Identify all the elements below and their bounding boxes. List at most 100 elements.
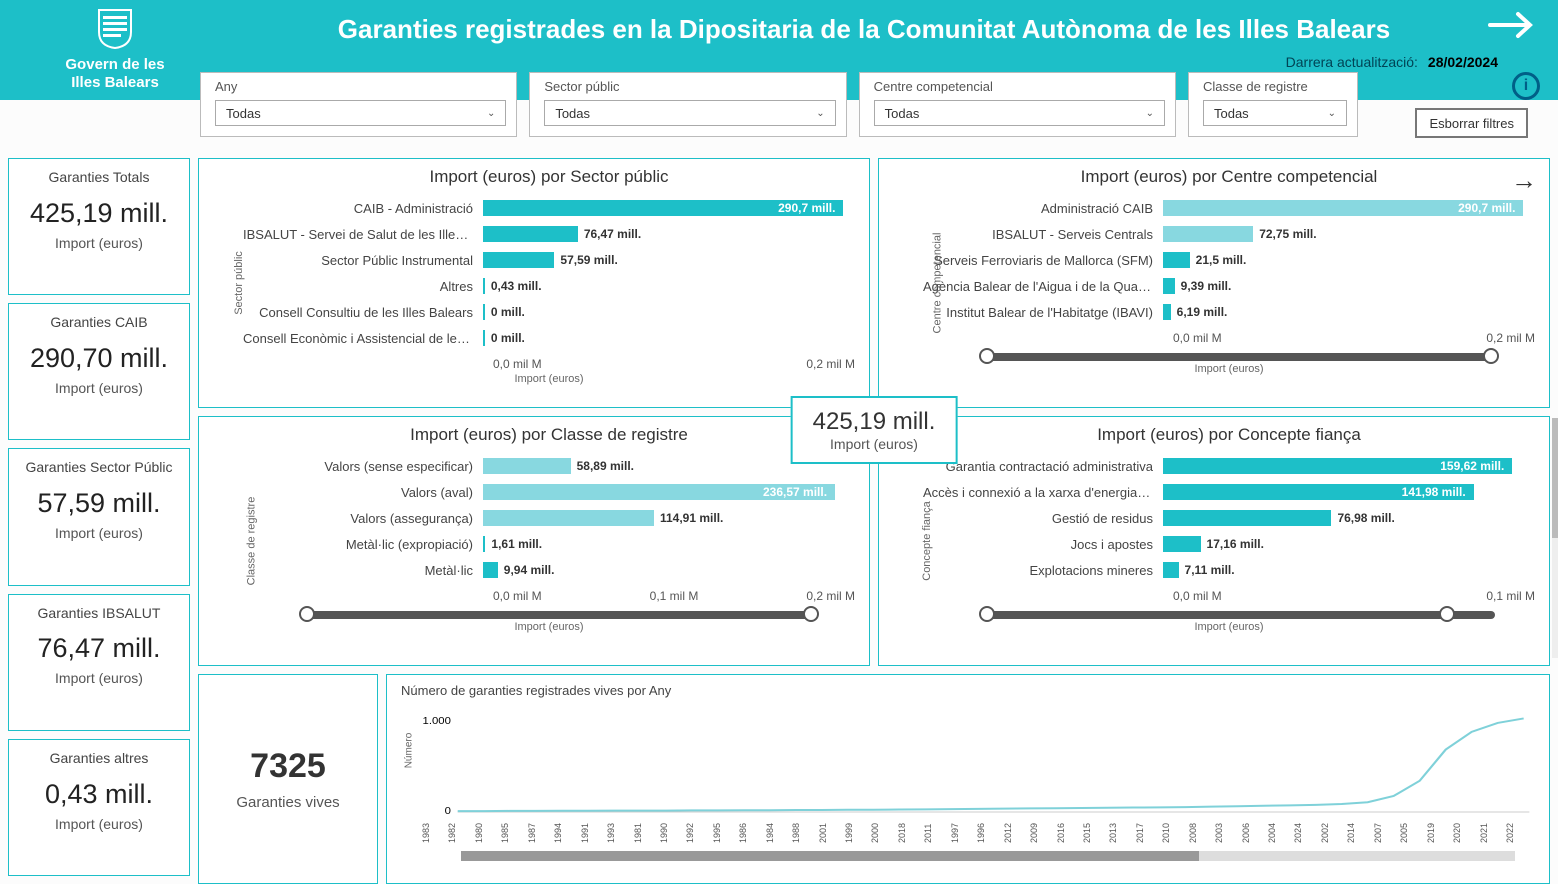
year-tick: 1988: [791, 833, 801, 843]
svg-text:0: 0: [445, 806, 451, 817]
year-tick: 1996: [976, 833, 986, 843]
drill-arrow-icon[interactable]: →: [1511, 165, 1537, 196]
clear-filters-button[interactable]: Esborrar filtres: [1415, 108, 1528, 138]
bar-row[interactable]: Accès i connexió a la xarxa d'energia …1…: [923, 479, 1535, 505]
next-page-arrow[interactable]: [1488, 10, 1534, 45]
range-slider-classe[interactable]: [303, 611, 815, 619]
year-tick: 2006: [1241, 833, 1251, 843]
bar-label: Consell Consultiu de les Illes Balears: [243, 305, 483, 320]
card-sub: Import (euros): [15, 235, 183, 251]
bar-row[interactable]: CAIB - Administració290,7 mill.: [243, 195, 855, 221]
bar-row[interactable]: Garantia contractació administrativa159,…: [923, 453, 1535, 479]
range-slider-concepte[interactable]: [983, 611, 1495, 619]
line-svg: 1.0000: [401, 704, 1535, 824]
bar-label: Metàl·lic: [243, 563, 483, 578]
bar-value: 141,98 mill.: [1396, 482, 1474, 502]
bar-row[interactable]: IBSALUT - Serveis Centrals72,75 mill.: [923, 221, 1535, 247]
bar-row[interactable]: Consell Econòmic i Assistencial de les I…: [243, 325, 855, 351]
y-axis-label: Concepte fiança: [921, 501, 933, 581]
bar-value: 17,16 mill.: [1201, 534, 1264, 554]
year-tick: 1983: [421, 833, 431, 843]
filter-value: Todas: [885, 106, 920, 121]
chart-concepte[interactable]: Import (euros) por Concepte fiança Conce…: [878, 416, 1550, 666]
year-tick: 1990: [659, 833, 669, 843]
x-tick: 0,2 mil M: [806, 357, 855, 371]
chevron-down-icon: ⌄: [487, 108, 495, 119]
card-title: Garanties Totals: [15, 169, 183, 186]
year-tick: 2008: [1188, 833, 1198, 843]
bars-classe: Valors (sense especificar)58,89 mill.Val…: [243, 453, 855, 583]
filter-label: Any: [215, 79, 506, 94]
card-sub: Import (euros): [15, 525, 183, 541]
card-altres: Garanties altres 0,43 mill. Import (euro…: [8, 739, 190, 876]
card-sector-public: Garanties Sector Públic 57,59 mill. Impo…: [8, 448, 190, 585]
year-tick: 1981: [633, 833, 643, 843]
year-tick: 2015: [1082, 833, 1092, 843]
bar-label: Agència Balear de l'Aigua i de la Qual…: [923, 279, 1163, 294]
bar-label: Consell Econòmic i Assistencial de les I…: [243, 331, 483, 346]
vertical-scrollbar[interactable]: [1552, 418, 1558, 658]
bar-row[interactable]: Jocs i apostes 17,16 mill.: [923, 531, 1535, 557]
bar-row[interactable]: Gestió de residus76,98 mill.: [923, 505, 1535, 531]
year-tick: 2017: [1135, 833, 1145, 843]
year-tick: 2014: [1346, 833, 1356, 843]
header: Govern de les Illes Balears Garanties re…: [0, 0, 1558, 100]
bar-row[interactable]: Sector Públic Instrumental57,59 mill.: [243, 247, 855, 273]
chart-classe[interactable]: Import (euros) por Classe de registre Cl…: [198, 416, 870, 666]
filter-centre-select[interactable]: Todas ⌄: [874, 100, 1165, 126]
filter-classe-select[interactable]: Todas ⌄: [1203, 100, 1347, 126]
filter-any: Any Todas ⌄: [200, 72, 517, 137]
chart-title: Import (euros) por Classe de registre: [243, 425, 855, 445]
bar-value: 76,47 mill.: [578, 224, 641, 244]
bar-row[interactable]: Institut Balear de l'Habitatge (IBAVI)6,…: [923, 299, 1535, 325]
year-tick: 2021: [1479, 833, 1489, 843]
bar-row[interactable]: Explotacions mineres7,11 mill.: [923, 557, 1535, 583]
chart-sector[interactable]: Import (euros) por Sector públic Sector …: [198, 158, 870, 408]
bar-row[interactable]: Agència Balear de l'Aigua i de la Qual…9…: [923, 273, 1535, 299]
line-years: 1983198219801985198719941991199319811990…: [401, 833, 1535, 843]
x-axis-concepte: 0,0 mil M0,1 mil M: [923, 589, 1535, 603]
chart-centre[interactable]: → Import (euros) por Centre competencial…: [878, 158, 1550, 408]
y-axis-label: Classe de registre: [245, 497, 257, 586]
bar-value: 236,57 mill.: [757, 482, 835, 502]
year-tick: 2009: [1029, 833, 1039, 843]
bar-row[interactable]: Serveis Ferroviaris de Mallorca (SFM)21,…: [923, 247, 1535, 273]
bar-row[interactable]: Administració CAIB290,7 mill.: [923, 195, 1535, 221]
card-sub: Import (euros): [15, 816, 183, 832]
y-axis-label: Centre competencial: [931, 233, 943, 334]
x-axis-name: Import (euros): [923, 363, 1535, 375]
filter-sector-select[interactable]: Todas ⌄: [544, 100, 835, 126]
bar-row[interactable]: IBSALUT - Servei de Salut de les Illes B…: [243, 221, 855, 247]
year-tick: 2007: [1373, 833, 1383, 843]
year-tick: 1999: [844, 833, 854, 843]
year-tick: 1991: [580, 833, 590, 843]
logo-block: Govern de les Illes Balears: [30, 0, 200, 92]
bar-row[interactable]: Valors (aval)236,57 mill.: [243, 479, 855, 505]
year-tick: 1997: [950, 833, 960, 843]
bar-label: Jocs i apostes: [923, 537, 1163, 552]
x-axis-name: Import (euros): [243, 373, 855, 385]
org-line1: Govern de les: [30, 56, 200, 74]
bar-row[interactable]: Consell Consultiu de les Illes Balears0 …: [243, 299, 855, 325]
coat-of-arms-icon: [93, 6, 137, 50]
bar-value: 114,91 mill.: [654, 508, 723, 528]
range-slider-centre[interactable]: [983, 353, 1495, 361]
bar-row[interactable]: Valors (sense especificar)58,89 mill.: [243, 453, 855, 479]
bar-row[interactable]: Metàl·lic (expropiació)1,61 mill.: [243, 531, 855, 557]
x-tick: 0,2 mil M: [806, 589, 855, 603]
chevron-down-icon: ⌄: [1146, 108, 1154, 119]
bar-row[interactable]: Altres0,43 mill.: [243, 273, 855, 299]
info-icon[interactable]: i: [1512, 72, 1540, 100]
chart-title: Import (euros) por Sector públic: [243, 167, 855, 187]
chart-linia-any[interactable]: Número de garanties registrades vives po…: [386, 674, 1550, 884]
bar-label: Institut Balear de l'Habitatge (IBAVI): [923, 305, 1163, 320]
bar-label: Valors (assegurança): [243, 511, 483, 526]
bar-row[interactable]: Valors (assegurança) 114,91 mill.: [243, 505, 855, 531]
year-tick: 1994: [553, 833, 563, 843]
card-caib: Garanties CAIB 290,70 mill. Import (euro…: [8, 303, 190, 440]
bar-row[interactable]: Metàl·lic9,94 mill.: [243, 557, 855, 583]
horizontal-scrollbar[interactable]: [461, 851, 1515, 861]
filter-label: Sector públic: [544, 79, 835, 94]
filter-any-select[interactable]: Todas ⌄: [215, 100, 506, 126]
last-update: Darrera actualització: 28/02/2024: [1286, 54, 1498, 70]
